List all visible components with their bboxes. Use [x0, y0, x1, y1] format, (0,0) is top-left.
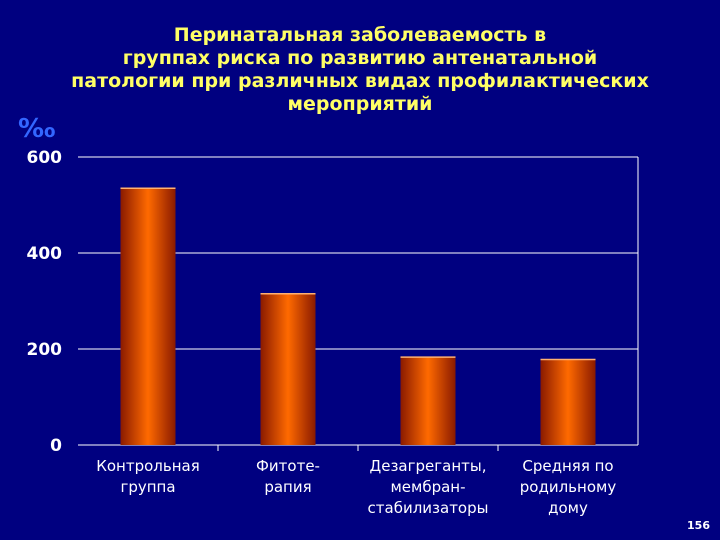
title-line: группах риска по развитию антенатальной: [122, 47, 598, 69]
bar: [400, 357, 456, 445]
x-category-label: Фитоте-рапия: [256, 457, 320, 496]
y-tick-label: 400: [27, 244, 63, 264]
bar-layer: [120, 187, 596, 445]
x-category-label: Дезагреганты, мембран-стабилизаторы: [368, 457, 489, 517]
chart-title: Перинатальная заболеваемость в группах р…: [20, 24, 700, 116]
y-axis-unit-label: ‰: [18, 114, 56, 144]
bar: [120, 188, 176, 445]
label-layer: 0 200 400 600 Контрольная группа Фитоте-рапия Д…: [27, 148, 617, 517]
y-tick-label: 600: [27, 148, 63, 168]
x-category-label: Средняя по родильному дому: [520, 457, 617, 517]
page-number: 156: [687, 519, 710, 532]
y-tick-label: 200: [27, 340, 63, 360]
bar: [540, 359, 596, 445]
title-line: Перинатальная заболеваемость в: [173, 24, 547, 46]
title-line: мероприятий: [287, 93, 433, 115]
y-tick-label: 0: [50, 436, 62, 456]
bar: [260, 293, 316, 445]
title-line: патологии при различных видах профилакти…: [71, 70, 649, 92]
x-category-label: Контрольная группа: [96, 457, 200, 496]
